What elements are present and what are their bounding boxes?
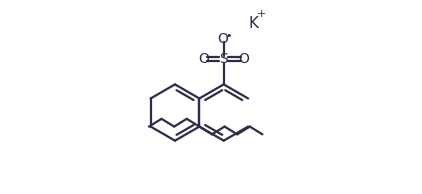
Text: O: O	[239, 52, 249, 66]
Text: O: O	[198, 52, 209, 66]
Text: •: •	[225, 31, 231, 42]
Text: K: K	[249, 16, 259, 31]
Text: +: +	[257, 9, 266, 19]
Text: S: S	[219, 52, 228, 66]
Text: O: O	[217, 32, 228, 46]
